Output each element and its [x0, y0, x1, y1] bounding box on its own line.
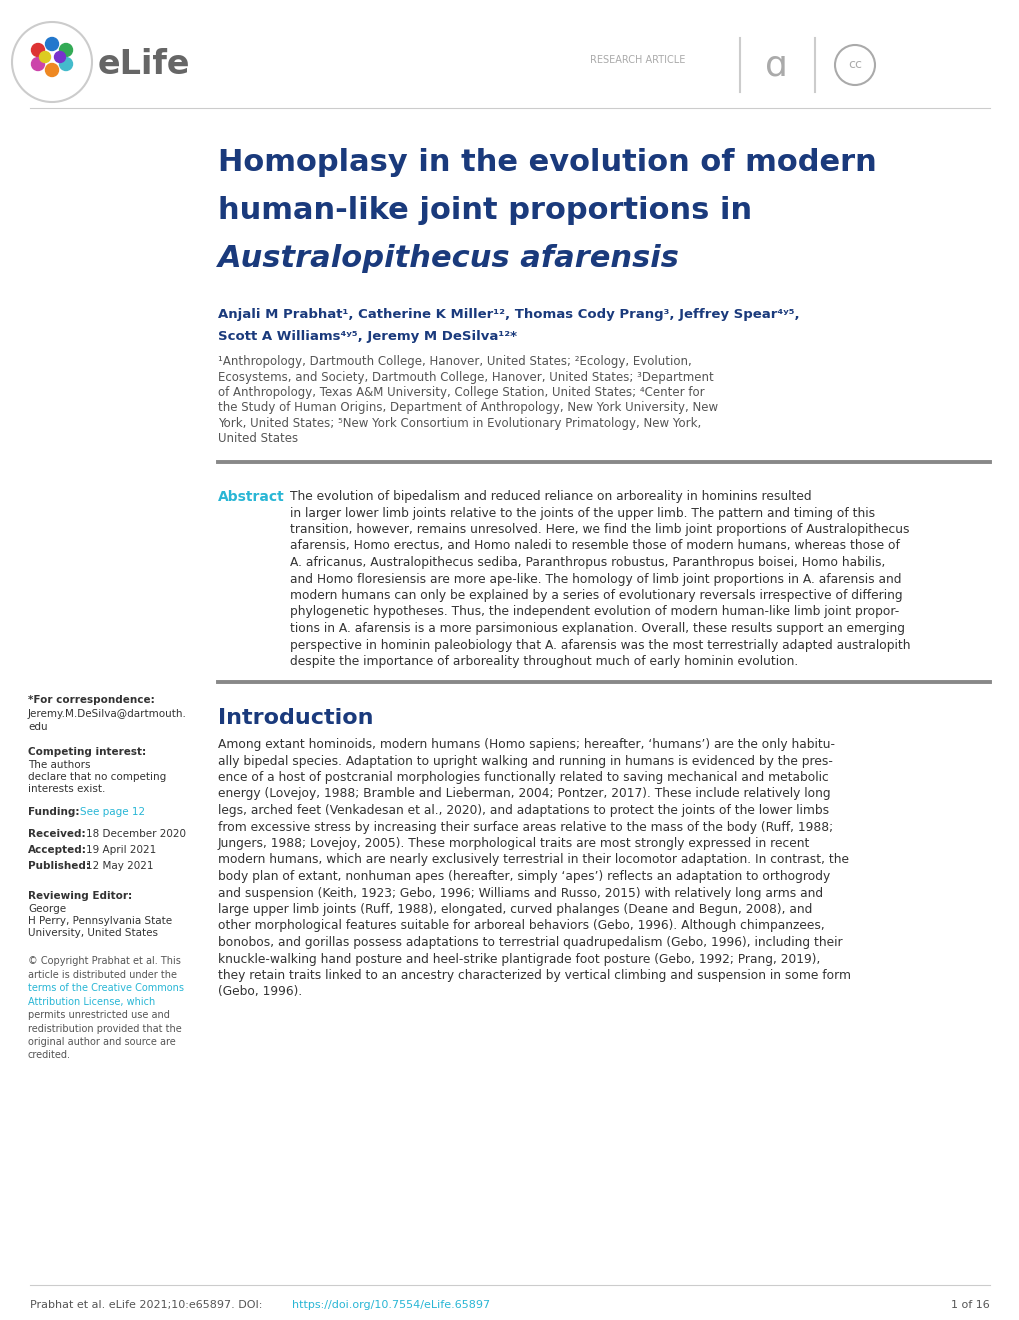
Text: Received:: Received:: [28, 829, 86, 840]
Text: terms of the Creative Commons: terms of the Creative Commons: [28, 983, 183, 993]
Text: redistribution provided that the: redistribution provided that the: [28, 1023, 181, 1034]
Text: United States: United States: [218, 433, 298, 446]
Text: in larger lower limb joints relative to the joints of the upper limb. The patter: in larger lower limb joints relative to …: [289, 507, 874, 520]
Text: article is distributed under the: article is distributed under the: [28, 969, 177, 979]
Text: Introduction: Introduction: [218, 708, 373, 729]
Text: energy (Lovejoy, 1988; Bramble and Lieberman, 2004; Pontzer, 2017). These includ: energy (Lovejoy, 1988; Bramble and Liebe…: [218, 788, 829, 800]
Text: ally bipedal species. Adaptation to upright walking and running in humans is evi: ally bipedal species. Adaptation to upri…: [218, 755, 833, 767]
Text: and Homo floresiensis are more ape-like. The homology of limb joint proportions : and Homo floresiensis are more ape-like.…: [289, 573, 901, 586]
Text: (Gebo, 1996).: (Gebo, 1996).: [218, 986, 302, 998]
Text: edu: edu: [28, 722, 48, 733]
Text: A. africanus, Australopithecus sediba, Paranthropus robustus, Paranthropus boise: A. africanus, Australopithecus sediba, P…: [289, 556, 884, 569]
Circle shape: [59, 44, 72, 57]
Text: legs, arched feet (Venkadesan et al., 2020), and adaptations to protect the join: legs, arched feet (Venkadesan et al., 20…: [218, 804, 828, 817]
Text: Scott A Williams⁴ʸ⁵, Jeremy M DeSilva¹²*: Scott A Williams⁴ʸ⁵, Jeremy M DeSilva¹²*: [218, 330, 517, 343]
Text: eLife: eLife: [98, 49, 191, 82]
Text: Attribution License, which: Attribution License, which: [28, 997, 155, 1006]
Text: they retain traits linked to an ancestry characterized by vertical climbing and : they retain traits linked to an ancestry…: [218, 969, 850, 982]
Text: See page 12: See page 12: [79, 807, 145, 817]
Text: Jungers, 1988; Lovejoy, 2005). These morphological traits are most strongly expr: Jungers, 1988; Lovejoy, 2005). These mor…: [218, 837, 809, 850]
Text: from excessive stress by increasing their surface areas relative to the mass of : from excessive stress by increasing thei…: [218, 821, 833, 833]
Text: University, United States: University, United States: [28, 928, 158, 939]
Text: *For correspondence:: *For correspondence:: [28, 696, 155, 705]
Circle shape: [46, 63, 58, 77]
Text: 18 December 2020: 18 December 2020: [86, 829, 185, 840]
Text: The evolution of bipedalism and reduced reliance on arboreality in hominins resu: The evolution of bipedalism and reduced …: [289, 490, 811, 503]
Text: Reviewing Editor:: Reviewing Editor:: [28, 891, 132, 902]
Text: despite the importance of arboreality throughout much of early hominin evolution: despite the importance of arboreality th…: [289, 655, 798, 668]
Text: afarensis, Homo erectus, and Homo naledi to resemble those of modern humans, whe: afarensis, Homo erectus, and Homo naledi…: [289, 540, 899, 553]
Text: Competing interest:: Competing interest:: [28, 747, 146, 756]
Text: credited.: credited.: [28, 1051, 71, 1060]
Text: interests exist.: interests exist.: [28, 784, 105, 795]
Text: large upper limb joints (Ruff, 1988), elongated, curved phalanges (Deane and Beg: large upper limb joints (Ruff, 1988), el…: [218, 903, 811, 916]
Text: declare that no competing: declare that no competing: [28, 772, 166, 781]
Text: Homoplasy in the evolution of modern: Homoplasy in the evolution of modern: [218, 148, 876, 177]
Text: Australopithecus afarensis: Australopithecus afarensis: [218, 244, 680, 273]
Text: Accepted:: Accepted:: [28, 845, 87, 855]
Text: bonobos, and gorillas possess adaptations to terrestrial quadrupedalism (Gebo, 1: bonobos, and gorillas possess adaptation…: [218, 936, 842, 949]
Circle shape: [40, 51, 51, 62]
Text: knuckle-walking hand posture and heel-strike plantigrade foot posture (Gebo, 199: knuckle-walking hand posture and heel-st…: [218, 953, 819, 965]
Text: York, United States; ⁵New York Consortium in Evolutionary Primatology, New York,: York, United States; ⁵New York Consortiu…: [218, 417, 701, 430]
Text: H Perry, Pennsylvania State: H Perry, Pennsylvania State: [28, 916, 172, 927]
Text: 1 of 16: 1 of 16: [951, 1300, 989, 1309]
Text: George: George: [28, 904, 66, 913]
Text: cc: cc: [847, 58, 861, 71]
Text: perspective in hominin paleobiology that A. afarensis was the most terrestrially: perspective in hominin paleobiology that…: [289, 639, 910, 652]
Text: 12 May 2021: 12 May 2021: [86, 861, 153, 871]
Text: The authors: The authors: [28, 760, 91, 770]
Circle shape: [59, 58, 72, 70]
Circle shape: [32, 44, 45, 57]
Text: Ecosystems, and Society, Dartmouth College, Hanover, United States; ³Department: Ecosystems, and Society, Dartmouth Colle…: [218, 371, 713, 384]
Text: 19 April 2021: 19 April 2021: [86, 845, 156, 855]
Text: tions in A. afarensis is a more parsimonious explanation. Overall, these results: tions in A. afarensis is a more parsimon…: [289, 622, 904, 635]
Text: © Copyright Prabhat et al. This: © Copyright Prabhat et al. This: [28, 956, 180, 966]
Text: of Anthropology, Texas A&M University, College Station, United States; ⁴Center f: of Anthropology, Texas A&M University, C…: [218, 385, 704, 399]
Text: ence of a host of postcranial morphologies functionally related to saving mechan: ence of a host of postcranial morphologi…: [218, 771, 828, 784]
Text: ɑ: ɑ: [764, 48, 787, 82]
Text: RESEARCH ARTICLE: RESEARCH ARTICLE: [589, 55, 685, 65]
Text: Anjali M Prabhat¹, Catherine K Miller¹², Thomas Cody Prang³, Jeffrey Spear⁴ʸ⁵,: Anjali M Prabhat¹, Catherine K Miller¹²,…: [218, 308, 799, 321]
Circle shape: [46, 37, 58, 50]
Text: Funding:: Funding:: [28, 807, 79, 817]
Text: Jeremy.M.DeSilva@dartmouth.: Jeremy.M.DeSilva@dartmouth.: [28, 709, 186, 719]
Text: transition, however, remains unresolved. Here, we find the limb joint proportion: transition, however, remains unresolved.…: [289, 523, 909, 536]
Circle shape: [32, 58, 45, 70]
Text: body plan of extant, nonhuman apes (hereafter, simply ‘apes’) reflects an adapta: body plan of extant, nonhuman apes (here…: [218, 870, 829, 883]
Text: modern humans, which are nearly exclusively terrestrial in their locomotor adapt: modern humans, which are nearly exclusiv…: [218, 854, 848, 866]
Text: Prabhat et al. eLife 2021;10:e65897. DOI:: Prabhat et al. eLife 2021;10:e65897. DOI…: [30, 1300, 266, 1309]
Text: Abstract: Abstract: [218, 490, 284, 504]
Text: modern humans can only be explained by a series of evolutionary reversals irresp: modern humans can only be explained by a…: [289, 589, 902, 602]
Text: and suspension (Keith, 1923; Gebo, 1996; Williams and Russo, 2015) with relative: and suspension (Keith, 1923; Gebo, 1996;…: [218, 887, 822, 899]
Text: phylogenetic hypotheses. Thus, the independent evolution of modern human-like li: phylogenetic hypotheses. Thus, the indep…: [289, 606, 899, 619]
Circle shape: [54, 51, 65, 62]
Text: other morphological features suitable for arboreal behaviors (Gebo, 1996). Altho: other morphological features suitable fo…: [218, 920, 824, 932]
Text: permits unrestricted use and: permits unrestricted use and: [28, 1010, 170, 1020]
Text: human-like joint proportions in: human-like joint proportions in: [218, 195, 751, 224]
Text: the Study of Human Origins, Department of Anthropology, New York University, New: the Study of Human Origins, Department o…: [218, 401, 717, 414]
Text: https://doi.org/10.7554/eLife.65897: https://doi.org/10.7554/eLife.65897: [291, 1300, 490, 1309]
Text: Published:: Published:: [28, 861, 90, 871]
Text: Among extant hominoids, modern humans (Homo sapiens; hereafter, ‘humans’) are th: Among extant hominoids, modern humans (H…: [218, 738, 835, 751]
Text: ¹Anthropology, Dartmouth College, Hanover, United States; ²Ecology, Evolution,: ¹Anthropology, Dartmouth College, Hanove…: [218, 355, 691, 368]
Text: original author and source are: original author and source are: [28, 1038, 175, 1047]
